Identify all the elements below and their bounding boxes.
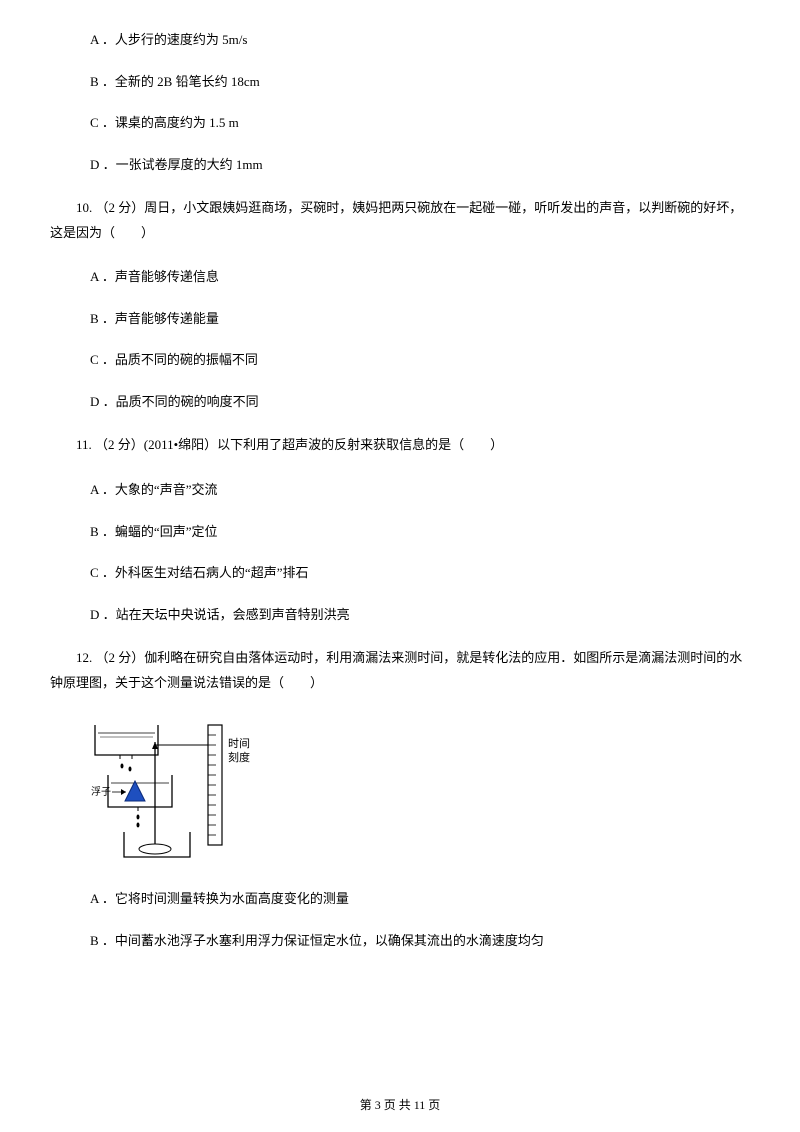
q11-option-a: A ．大象的“声音”交流 bbox=[50, 480, 750, 500]
q9-option-a: A ．人步行的速度约为 5m/s bbox=[50, 30, 750, 50]
page-footer: 第 3 页 共 11 页 bbox=[0, 1096, 800, 1114]
q11-stem: 11. （2 分）(2011•绵阳）以下利用了超声波的反射来获取信息的是（ ） bbox=[50, 433, 750, 458]
scale-label-1: 时间 bbox=[228, 737, 250, 750]
q12-option-a: A ．它将时间测量转换为水面高度变化的测量 bbox=[50, 889, 750, 909]
q12-figure: 浮子 bbox=[90, 717, 750, 867]
scale-label-2: 刻度 bbox=[228, 750, 250, 764]
q10-option-a: A ．声音能够传递信息 bbox=[50, 267, 750, 287]
q9-option-c: C ．课桌的高度约为 1.5 m bbox=[50, 113, 750, 133]
page-container: A ．人步行的速度约为 5m/s B ．全新的 2B 铅笔长约 18cm C ．… bbox=[0, 0, 800, 1132]
q12-stem: 12. （2 分）伽利略在研究自由落体运动时，利用滴漏法来测时间，就是转化法的应… bbox=[50, 646, 750, 695]
q9-option-d: D ．一张试卷厚度的大约 1mm bbox=[50, 155, 750, 175]
q10-option-b: B ．声音能够传递能量 bbox=[50, 309, 750, 329]
q10-option-c: C ．品质不同的碗的振幅不同 bbox=[50, 350, 750, 370]
float-label: 浮子 bbox=[91, 786, 111, 798]
q11-option-d: D ．站在天坛中央说话，会感到声音特别洪亮 bbox=[50, 605, 750, 625]
q10-option-d: D ．品质不同的碗的响度不同 bbox=[50, 392, 750, 412]
water-clock-diagram: 浮子 bbox=[90, 717, 280, 867]
q11-option-c: C ．外科医生对结石病人的“超声”排石 bbox=[50, 563, 750, 583]
q12-option-b: B ．中间蓄水池浮子水塞利用浮力保证恒定水位，以确保其流出的水滴速度均匀 bbox=[50, 931, 750, 951]
q10-stem: 10. （2 分）周日，小文跟姨妈逛商场，买碗时，姨妈把两只碗放在一起碰一碰，听… bbox=[50, 196, 750, 245]
q11-option-b: B ．蝙蝠的“回声”定位 bbox=[50, 522, 750, 542]
q9-option-b: B ．全新的 2B 铅笔长约 18cm bbox=[50, 72, 750, 92]
